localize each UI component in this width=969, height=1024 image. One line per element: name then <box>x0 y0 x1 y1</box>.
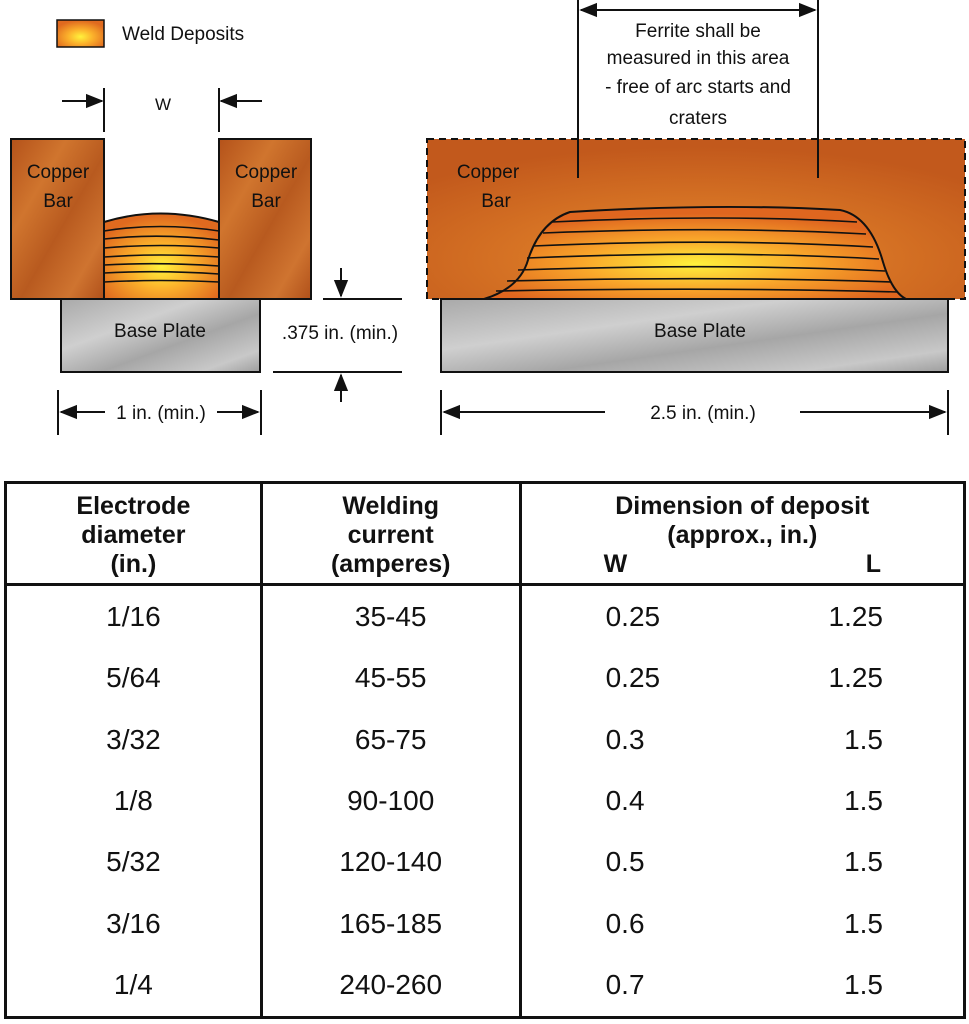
base-plate-right <box>440 298 949 373</box>
copper-bar-left-label-1: Copper <box>27 162 90 183</box>
header-line: Electrode <box>76 492 191 520</box>
cell-w: 0.3 <box>518 708 731 771</box>
weld-deposit-right <box>483 205 907 300</box>
header-l: L <box>865 550 881 578</box>
cell-welding-current: 35-45 <box>259 584 521 648</box>
left-view: Base Plate Copper Bar Copper Bar W 1 in.… <box>10 88 402 435</box>
ferrite-note-line-4: craters <box>669 108 727 129</box>
legend-swatch <box>56 19 105 48</box>
table-row: 1/16 35-45 0.25 1.25 <box>6 584 965 648</box>
cell-electrode-diameter: 5/32 <box>106 846 161 878</box>
cell-electrode-diameter: 3/32 <box>106 723 161 755</box>
copper-bar-box-label-1: Copper <box>457 162 520 183</box>
cell-welding-current: 65-75 <box>259 708 521 771</box>
right-view: Base Plate Copper Bar Ferrite shall be m… <box>426 0 966 435</box>
copper-bar-right-label-1: Copper <box>235 162 298 183</box>
header-line: Dimension of deposit <box>615 492 870 520</box>
thickness-label: .375 in. (min.) <box>282 323 398 344</box>
cell-electrode-diameter: 1/8 <box>113 784 153 816</box>
copper-bar-left-label-2: Bar <box>43 191 73 212</box>
cell-w: 0.5 <box>518 831 731 894</box>
left-length-label: 1 in. (min.) <box>116 403 206 424</box>
header-line: current <box>347 521 434 549</box>
header-line: (in.) <box>110 550 157 578</box>
cell-welding-current: 165-185 <box>259 893 521 955</box>
cell-electrode-diameter: 1/16 <box>106 600 161 632</box>
cell-electrode-diameter: 3/16 <box>106 907 161 939</box>
cell-l: 1.25 <box>828 662 884 694</box>
header-line: (approx., in.) <box>667 521 818 549</box>
header-w: W <box>603 550 628 578</box>
ferrite-note-line-3: - free of arc starts and <box>605 77 791 98</box>
cell-electrode-diameter: 1/4 <box>113 969 153 1001</box>
cell-welding-current: 90-100 <box>259 770 521 832</box>
cell-w: 0.6 <box>518 893 731 955</box>
cell-l: 1.5 <box>844 969 883 1001</box>
cell-l: 1.5 <box>844 723 883 755</box>
header-line: Welding <box>342 492 440 520</box>
table-row: 5/32 120-140 0.5 1.5 <box>6 831 965 894</box>
table-body: 1/16 35-45 0.25 1.25 5/64 45-55 0.25 1.25 3/32 65… <box>6 584 965 1018</box>
width-w-label: W <box>155 95 171 114</box>
table-row: 3/16 165-185 0.6 1.5 <box>6 893 965 955</box>
table-row: 1/4 240-260 0.7 1.5 <box>6 954 965 1018</box>
cell-l: 1.5 <box>844 784 883 816</box>
weld-deposit-left <box>103 212 220 300</box>
table-row: 5/64 45-55 0.25 1.25 <box>6 647 965 709</box>
cell-electrode-diameter: 5/64 <box>106 662 161 694</box>
base-plate-left-label: Base Plate <box>114 321 206 342</box>
right-length-label: 2.5 in. (min.) <box>650 403 756 424</box>
copper-bar-box-label-2: Bar <box>481 191 511 212</box>
cell-welding-current: 120-140 <box>259 831 521 894</box>
header-welding-current: Welding current (amperes) <box>259 482 521 586</box>
legend-label: Weld Deposits <box>122 24 244 45</box>
header-line: (amperes) <box>330 550 451 578</box>
header-dimension-of-deposit: Dimension of deposit (approx., in.) W L <box>518 482 965 586</box>
table-row: 1/8 90-100 0.4 1.5 <box>6 770 965 832</box>
header-electrode-diameter: Electrode diameter (in.) <box>5 482 262 586</box>
ferrite-note-line-2: measured in this area <box>607 48 790 69</box>
weld-pad-diagram: Weld Deposits Base Plate Copper Bar Copp… <box>10 0 966 435</box>
cell-l: 1.5 <box>844 907 883 939</box>
welding-parameters-table: Electrode diameter (in.) Welding current… <box>4 481 966 1019</box>
cell-w: 0.7 <box>518 954 731 1018</box>
table-header-row: Electrode diameter (in.) Welding current… <box>5 482 965 586</box>
cell-w: 0.25 <box>518 584 731 648</box>
cell-w: 0.25 <box>518 647 731 709</box>
cell-l: 1.25 <box>828 600 884 632</box>
copper-bar-right <box>218 138 312 300</box>
cell-w: 0.4 <box>518 770 731 832</box>
cell-welding-current: 240-260 <box>259 954 521 1018</box>
table-row: 3/32 65-75 0.3 1.5 <box>6 708 965 771</box>
cell-welding-current: 45-55 <box>259 647 521 709</box>
copper-bar-left <box>10 138 105 300</box>
base-plate-left <box>60 298 261 373</box>
base-plate-right-label: Base Plate <box>654 321 746 342</box>
cell-l: 1.5 <box>844 846 883 878</box>
ferrite-note-line-1: Ferrite shall be <box>635 21 761 42</box>
copper-bar-right-label-2: Bar <box>251 191 281 212</box>
header-line: diameter <box>81 521 186 549</box>
